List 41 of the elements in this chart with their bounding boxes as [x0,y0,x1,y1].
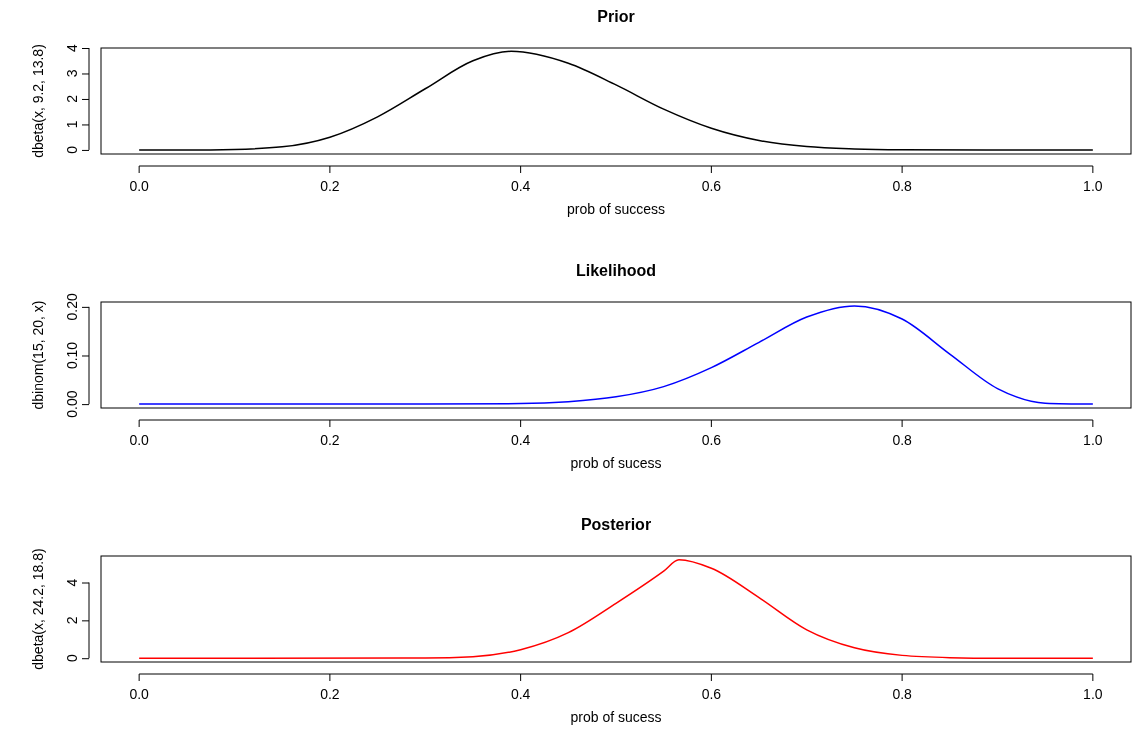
x-tick-label: 1.0 [1083,178,1103,194]
y-tick-label: 1 [64,120,80,129]
y-tick-label: 0.10 [64,341,80,370]
x-tick-label: 0.2 [320,432,340,448]
x-tick-label: 0.8 [892,686,913,702]
x-tick-label: 0.0 [129,178,150,194]
y-tick-label: 0.00 [64,390,80,418]
x-axis-title: prob of success [566,201,666,217]
x-tick-label: 0.2 [320,686,340,702]
x-tick-label: 0.2 [320,178,340,194]
x-axis-title: prob of sucess [570,455,662,471]
y-tick-label: 2 [64,94,80,103]
x-axis-title: prob of sucess [570,709,662,725]
y-tick-label: 3 [64,69,80,78]
x-tick-label: 0.4 [510,686,531,702]
x-tick-label: 0.8 [892,178,913,194]
y-axis-title: dbinom(15, 20, x) [30,300,46,410]
y-axis-title: dbeta(x, 9.2, 13.8) [30,44,46,158]
line-series [138,305,1094,405]
x-tick-label: 0.6 [701,686,722,702]
chart-title: Likelihood [576,262,656,279]
line-series [138,50,1094,151]
y-tick-label: 4 [64,578,80,587]
chart-title: Prior [597,8,635,25]
y-tick-label: 2 [64,616,80,625]
y-axis-title: dbeta(x, 24.2, 18.8) [30,548,46,670]
x-tick-label: 0.4 [510,178,531,194]
x-tick-label: 0.6 [701,178,722,194]
chart-title: Posterior [580,516,652,533]
y-tick-label: 4 [64,43,80,52]
y-tick-label: 0 [64,145,80,154]
y-tick-label: 0 [64,654,80,663]
x-tick-label: 1.0 [1083,686,1103,702]
x-tick-label: 0.0 [129,686,150,702]
line-series [138,559,1094,659]
x-tick-label: 0.4 [510,432,531,448]
x-tick-label: 0.8 [892,432,913,448]
x-tick-label: 0.0 [129,432,150,448]
x-tick-label: 0.6 [701,432,722,448]
y-tick-label: 0.20 [64,293,80,321]
x-tick-label: 1.0 [1083,432,1103,448]
